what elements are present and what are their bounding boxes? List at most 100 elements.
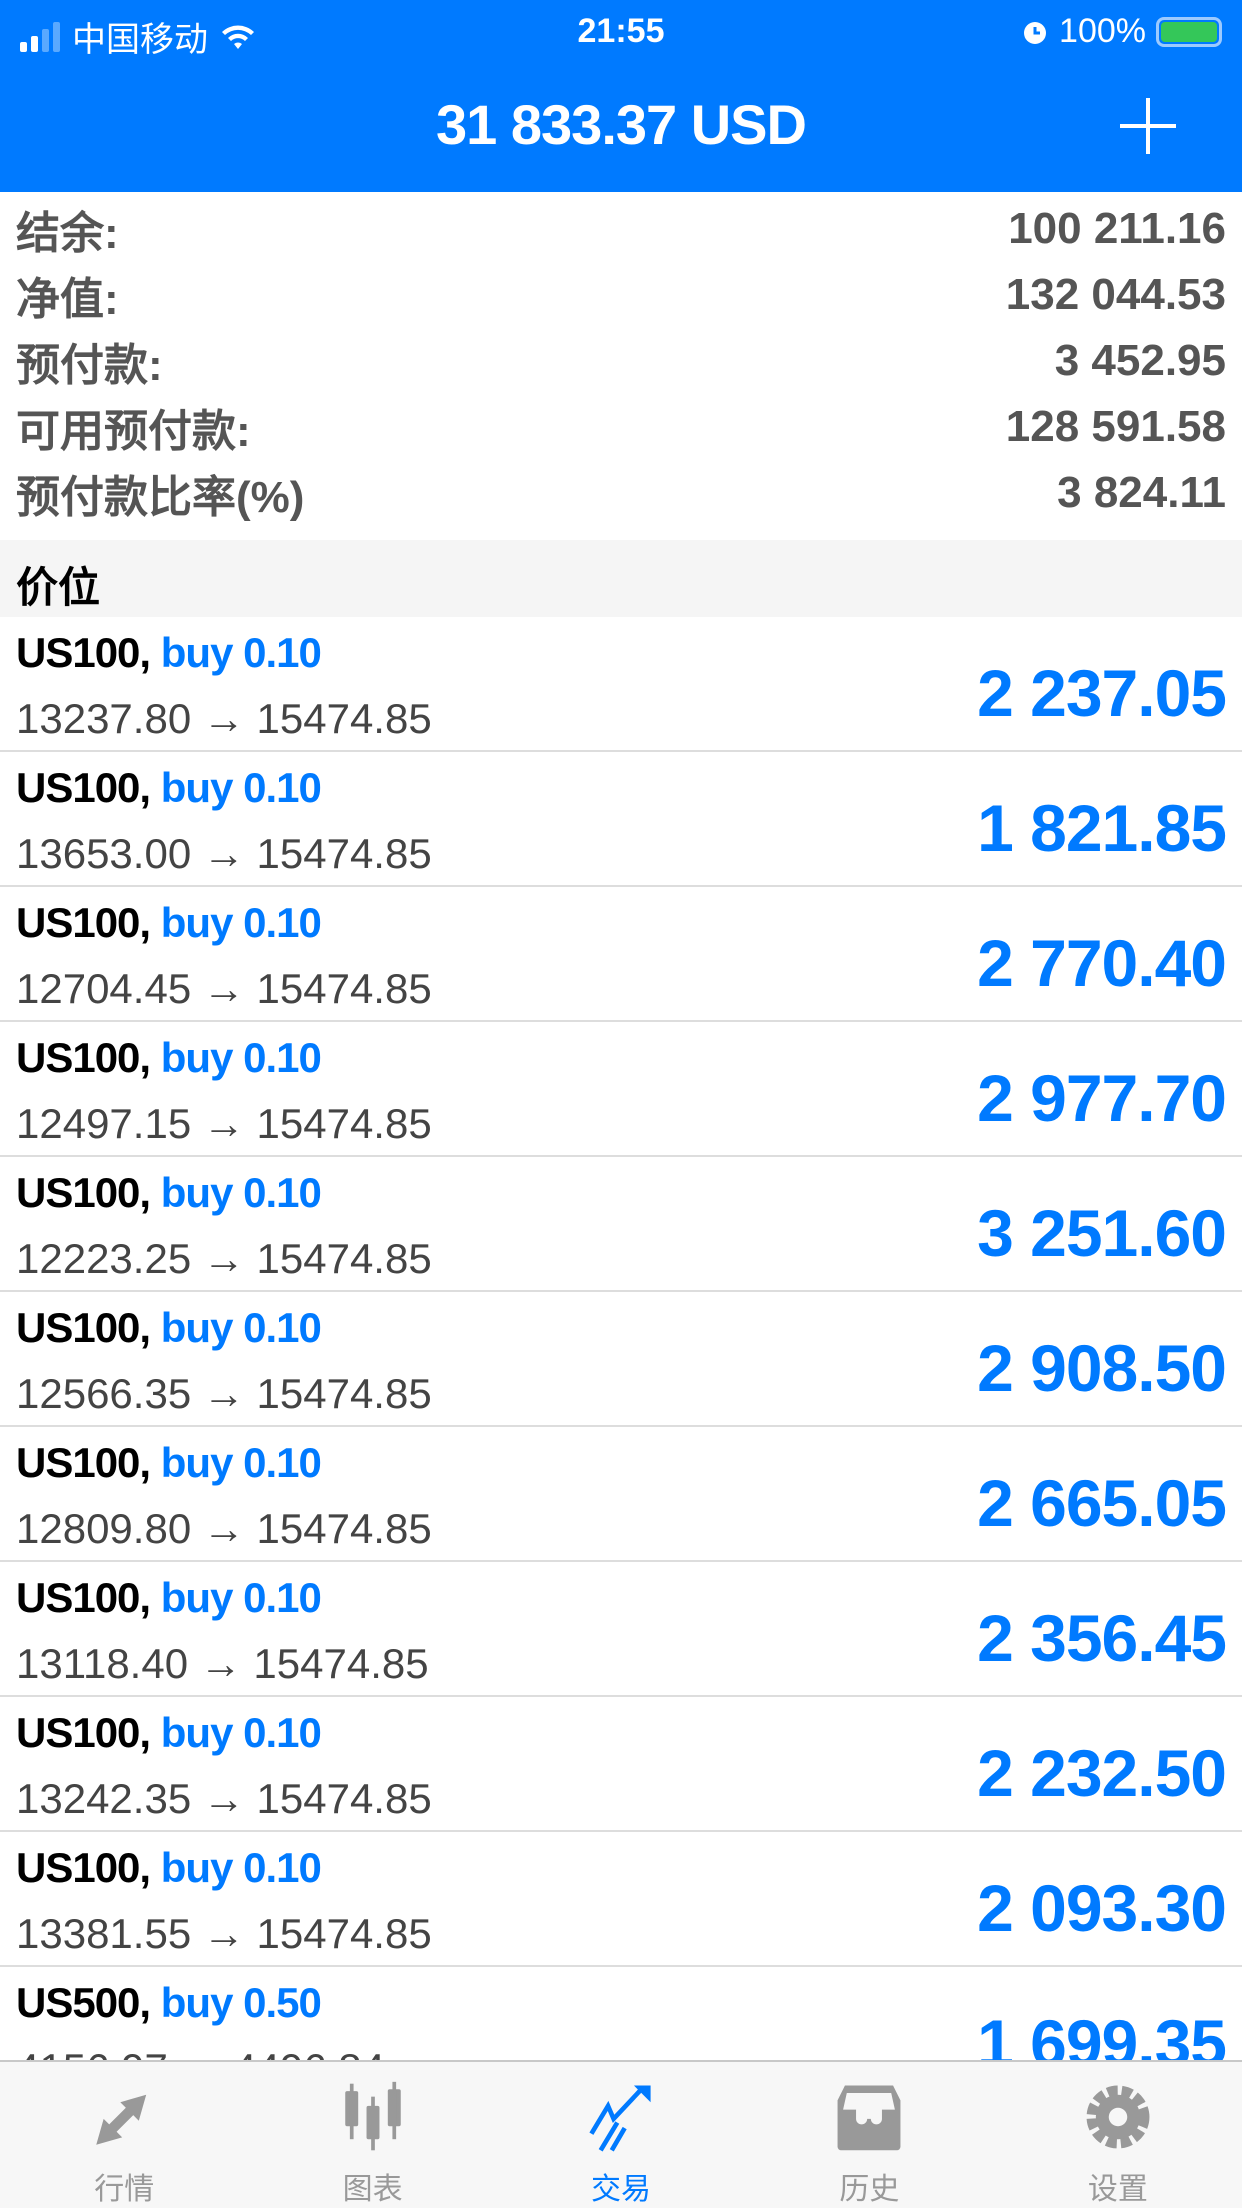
position-row[interactable]: US100, buy 0.10 13381.55 → 15474.85 2 09… xyxy=(0,1832,1242,1967)
tab-label: 设置 xyxy=(1087,2173,1148,2206)
summary-label: 可用预付款: xyxy=(16,407,251,456)
summary-row-margin-level: 预付款比率(%) 3 824.11 xyxy=(0,460,1242,526)
position-prices: 13237.80 → 15474.85 xyxy=(16,695,432,742)
position-symbol: US100, buy 0.10 xyxy=(16,1034,322,1082)
battery-icon xyxy=(1156,16,1222,47)
symbol: US100, xyxy=(16,1169,151,1216)
carrier: 中国移动 xyxy=(72,21,208,59)
tab-trade[interactable]: 交易 xyxy=(497,2062,745,2208)
symbol: US100, xyxy=(16,1574,151,1621)
position-symbol: US100, buy 0.10 xyxy=(16,1304,322,1352)
summary-value: 132 044.53 xyxy=(1005,270,1226,319)
symbol: US100, xyxy=(16,1304,151,1351)
status-bar: 中国移动 21:55 100% xyxy=(0,0,1242,64)
symbol: US100, xyxy=(16,764,151,811)
position-row[interactable]: US100, buy 0.10 12704.45 → 15474.85 2 77… xyxy=(0,887,1242,1022)
summary-label: 净值: xyxy=(16,275,119,324)
position-row[interactable]: US100, buy 0.10 12223.25 → 15474.85 3 25… xyxy=(0,1157,1242,1292)
summary-label: 预付款: xyxy=(16,341,163,390)
top-bar: 中国移动 21:55 100% 31 833.37 USD xyxy=(0,0,1242,192)
tab-label: 交易 xyxy=(591,2173,652,2206)
page-title: 31 833.37 USD xyxy=(436,93,807,156)
tab-chart[interactable]: 图表 xyxy=(248,2062,496,2208)
position-symbol: US100, buy 0.10 xyxy=(16,1574,322,1622)
position-row[interactable]: US100, buy 0.10 13118.40 → 15474.85 2 35… xyxy=(0,1562,1242,1697)
position-side: buy 0.50 xyxy=(160,1979,322,2026)
symbol: US100, xyxy=(16,1844,151,1891)
position-profit: 2 977.70 xyxy=(977,1061,1227,1135)
position-profit: 2 770.40 xyxy=(977,926,1227,1000)
position-row[interactable]: US100, buy 0.10 13242.35 → 15474.85 2 23… xyxy=(0,1697,1242,1832)
plus-icon[interactable] xyxy=(1120,98,1176,154)
clock: 21:55 xyxy=(577,12,665,50)
position-prices: 13381.55 → 15474.85 xyxy=(16,1910,432,1957)
wifi-icon xyxy=(222,25,254,49)
summary-row-margin: 预付款: 3 452.95 xyxy=(0,328,1242,394)
position-row[interactable]: US100, buy 0.10 12497.15 → 15474.85 2 97… xyxy=(0,1022,1242,1157)
alarm-icon xyxy=(1024,21,1047,44)
tab-label: 图表 xyxy=(342,2173,403,2206)
tab-label: 历史 xyxy=(839,2173,900,2206)
position-side: buy 0.10 xyxy=(160,1574,322,1621)
symbol: US100, xyxy=(16,629,151,676)
position-row[interactable]: US100, buy 0.10 12809.80 → 15474.85 2 66… xyxy=(0,1427,1242,1562)
position-side: buy 0.10 xyxy=(160,1304,322,1351)
position-symbol: US100, buy 0.10 xyxy=(16,764,322,812)
summary-value: 100 211.16 xyxy=(1008,204,1226,253)
account-summary: 结余: 100 211.16 净值: 132 044.53 预付款: 3 452.95… xyxy=(0,196,1242,526)
position-symbol: US100, buy 0.10 xyxy=(16,1439,322,1487)
position-side: buy 0.10 xyxy=(160,1439,322,1486)
position-symbol: US100, buy 0.10 xyxy=(16,1844,322,1892)
position-profit: 1 821.85 xyxy=(977,791,1227,865)
symbol: US100, xyxy=(16,1709,151,1756)
settings-icon xyxy=(1086,2085,1150,2149)
summary-value: 3 452.95 xyxy=(1054,336,1226,385)
summary-label: 预付款比率(%) xyxy=(16,473,305,522)
position-prices: 12809.80 → 15474.85 xyxy=(16,1505,432,1552)
symbol: US100, xyxy=(16,1034,151,1081)
symbol: US100, xyxy=(16,899,151,946)
tab-bar: 行情 图表 交易 历史 设置 xyxy=(0,2060,1242,2208)
position-prices: 13653.00 → 15474.85 xyxy=(16,830,432,877)
position-profit: 2 665.05 xyxy=(977,1466,1227,1540)
section-header: 价位 xyxy=(0,540,1242,617)
position-side: buy 0.10 xyxy=(160,764,322,811)
quotes-icon xyxy=(96,2094,147,2145)
position-symbol: US100, buy 0.10 xyxy=(16,1709,322,1757)
position-symbol: US100, buy 0.10 xyxy=(16,629,322,677)
signal-icon xyxy=(20,21,60,52)
position-prices: 12497.15 → 15474.85 xyxy=(16,1100,432,1147)
position-profit: 2 237.05 xyxy=(977,656,1227,730)
position-side: buy 0.10 xyxy=(160,1844,322,1891)
position-symbol: US500, buy 0.50 xyxy=(16,1979,322,2027)
position-row[interactable]: US100, buy 0.10 12566.35 → 15474.85 2 90… xyxy=(0,1292,1242,1427)
position-prices: 12223.25 → 15474.85 xyxy=(16,1235,432,1282)
summary-row-equity: 净值: 132 044.53 xyxy=(0,262,1242,328)
position-prices: 12566.35 → 15474.85 xyxy=(16,1370,432,1417)
position-profit: 2 093.30 xyxy=(977,1871,1227,1945)
summary-row-balance: 结余: 100 211.16 xyxy=(0,196,1242,262)
history-icon xyxy=(837,2085,901,2151)
position-prices: 13242.35 → 15474.85 xyxy=(16,1775,432,1822)
position-row[interactable]: US100, buy 0.10 13653.00 → 15474.85 1 82… xyxy=(0,752,1242,887)
summary-value: 128 591.58 xyxy=(1005,402,1226,451)
tab-settings[interactable]: 设置 xyxy=(994,2062,1242,2208)
position-symbol: US100, buy 0.10 xyxy=(16,1169,322,1217)
position-side: buy 0.10 xyxy=(160,1709,322,1756)
position-side: buy 0.10 xyxy=(160,1034,322,1081)
position-profit: 3 251.60 xyxy=(977,1196,1227,1270)
tab-quotes[interactable]: 行情 xyxy=(0,2062,248,2208)
symbol: US100, xyxy=(16,1439,151,1486)
tab-label: 行情 xyxy=(94,2173,155,2206)
battery-percent: 100% xyxy=(1059,12,1146,50)
position-side: buy 0.10 xyxy=(160,1169,322,1216)
position-row[interactable]: US100, buy 0.10 13237.80 → 15474.85 2 23… xyxy=(0,617,1242,752)
trade-icon xyxy=(589,2085,651,2152)
summary-value: 3 824.11 xyxy=(1057,468,1226,517)
tab-history[interactable]: 历史 xyxy=(745,2062,993,2208)
position-symbol: US100, buy 0.10 xyxy=(16,899,322,947)
summary-label: 结余: xyxy=(16,209,119,258)
position-profit: 2 908.50 xyxy=(977,1331,1227,1405)
summary-row-free-margin: 可用预付款: 128 591.58 xyxy=(0,394,1242,460)
position-profit: 2 232.50 xyxy=(977,1736,1227,1810)
